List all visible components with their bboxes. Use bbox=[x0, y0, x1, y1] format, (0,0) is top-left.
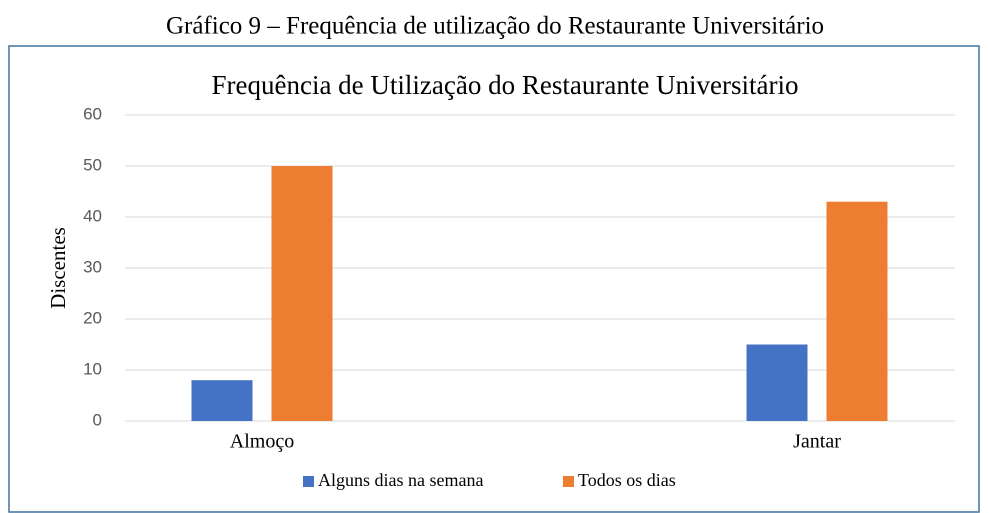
y-tick-label: 50 bbox=[83, 155, 102, 174]
chart-frame bbox=[8, 45, 980, 513]
y-tick-label: 60 bbox=[83, 104, 102, 123]
legend-swatch bbox=[563, 476, 574, 487]
x-tick-label: Almoço bbox=[230, 431, 294, 453]
legend-swatch bbox=[303, 476, 314, 487]
y-tick-label: 0 bbox=[93, 410, 102, 429]
figure-caption: Gráfico 9 – Frequência de utilização do … bbox=[166, 13, 824, 40]
chart-title: Frequência de Utilização do Restaurante … bbox=[211, 70, 798, 100]
y-axis-label: Discentes bbox=[46, 227, 70, 309]
bar bbox=[191, 380, 253, 421]
bar bbox=[746, 344, 808, 421]
y-tick-label: 10 bbox=[83, 359, 102, 378]
y-tick-label: 20 bbox=[83, 308, 102, 327]
legend-label: Todos os dias bbox=[578, 470, 676, 490]
y-tick-label: 40 bbox=[83, 206, 102, 225]
legend-label: Alguns dias na semana bbox=[318, 470, 483, 490]
x-tick-label: Jantar bbox=[793, 431, 841, 453]
bar bbox=[271, 166, 333, 421]
bar bbox=[826, 201, 888, 421]
y-tick-label: 30 bbox=[83, 257, 102, 276]
